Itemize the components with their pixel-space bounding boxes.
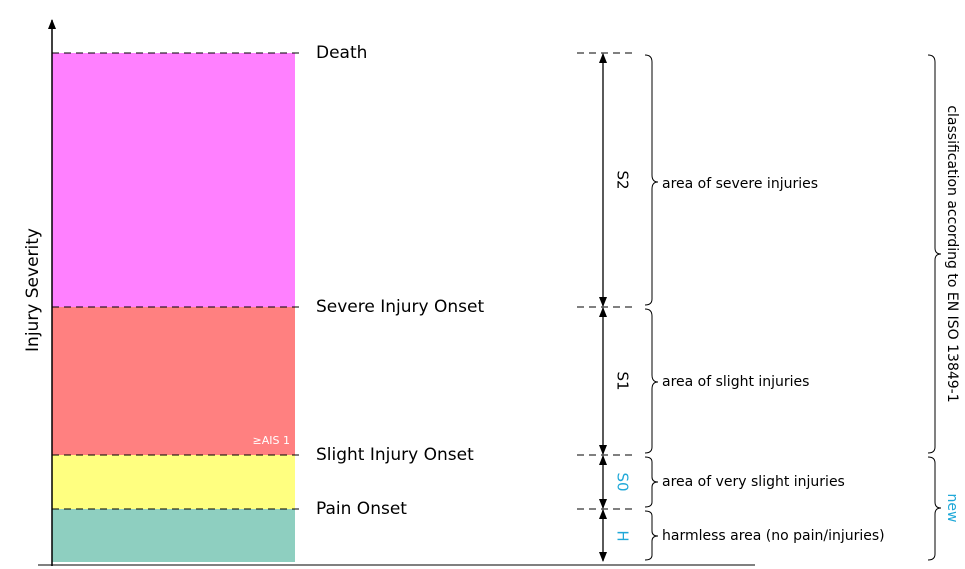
band-s2 (52, 53, 295, 307)
brace (644, 308, 659, 454)
range-description: area of slight injuries (662, 374, 809, 390)
band-s1 (52, 307, 295, 455)
groups: classification according to EN ISO 13849… (927, 54, 960, 561)
brace (927, 54, 942, 454)
band-h (52, 509, 295, 562)
range-code: S1 (614, 371, 632, 390)
levels: Death Severe Injury Onset Slight Injury … (52, 43, 484, 519)
code-bg (612, 165, 630, 195)
range-description: area of very slight injuries (662, 474, 845, 490)
brace (644, 510, 659, 561)
group-label: classification according to EN ISO 13849… (944, 105, 960, 402)
axis-label: Injury Severity (23, 228, 43, 352)
range-description: harmless area (no pain/injuries) (662, 528, 885, 544)
range-code: S0 (614, 472, 632, 491)
range-code: S2 (614, 170, 632, 189)
level-label: Slight Injury Onset (316, 445, 474, 465)
level-label: Pain Onset (316, 499, 407, 519)
brace (927, 456, 942, 561)
level-label: Death (316, 43, 367, 63)
range-description: area of severe injuries (662, 176, 818, 192)
level-label: Severe Injury Onset (316, 297, 484, 317)
band-s0 (52, 455, 295, 509)
brace (644, 456, 659, 508)
brace (644, 54, 659, 306)
ranges: S2 S1 S0 H area of severe injuries area … (577, 52, 885, 562)
level-note: ≥AIS 1 (253, 434, 290, 447)
range-code: H (614, 530, 632, 541)
group-label: new (944, 494, 960, 523)
